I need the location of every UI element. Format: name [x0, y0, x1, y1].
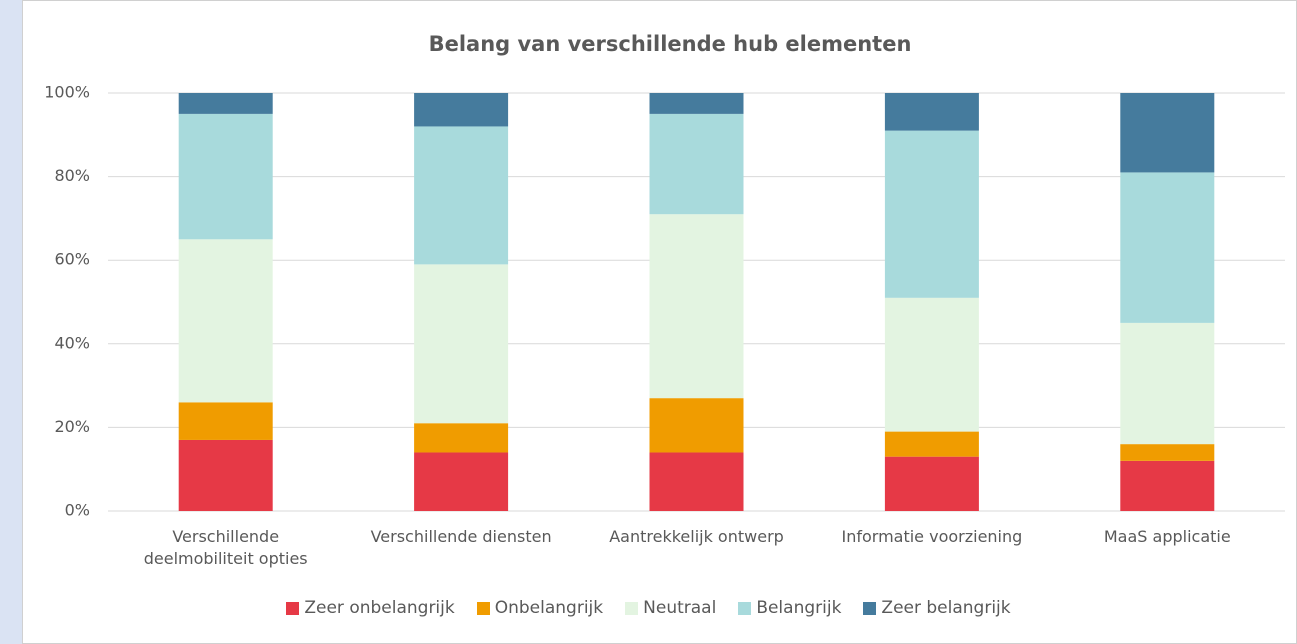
legend-swatch — [738, 601, 752, 615]
bar-segment — [1120, 460, 1215, 511]
bar-segment — [649, 113, 744, 215]
legend-label: Belangrijk — [756, 598, 842, 618]
bar-segment — [178, 113, 273, 240]
bar-segment — [1120, 172, 1215, 323]
bar-segment — [649, 93, 744, 114]
bar-segment — [178, 402, 273, 440]
bar-segment — [178, 439, 273, 511]
bar-segment — [414, 264, 509, 424]
y-tick-label: 0% — [65, 501, 90, 520]
bar-segment — [414, 93, 509, 127]
x-tick-label: Informatie voorziening — [841, 527, 1023, 546]
bar-segment — [884, 431, 979, 457]
x-tick-label: Verschillende deelmobiliteit opties — [143, 527, 308, 568]
y-tick-label: 20% — [54, 417, 90, 436]
bar-segment — [414, 423, 509, 453]
legend-label: Onbelangrijk — [494, 598, 604, 618]
legend-label: Neutraal — [643, 598, 717, 618]
bar-segment — [414, 126, 509, 265]
x-tick-label: Aantrekkelijk ontwerp — [609, 527, 784, 546]
legend-swatch — [286, 601, 300, 615]
legend-swatch — [863, 601, 877, 615]
legend-item: Neutraal — [625, 598, 716, 618]
bar-segment — [884, 456, 979, 511]
y-tick-label: 100% — [44, 83, 90, 102]
legend-swatch — [476, 601, 490, 615]
x-tick-label: MaaS applicatie — [1103, 527, 1231, 546]
bar-segment — [178, 93, 273, 114]
legend-swatch — [625, 601, 639, 615]
legend-item: Zeer belangrijk — [863, 598, 1011, 618]
x-tick-label: Verschillende diensten — [370, 527, 552, 546]
bar-segment — [1120, 444, 1215, 461]
y-tick-label: 60% — [54, 250, 90, 269]
bar-segment — [414, 452, 509, 511]
bar-segment — [649, 452, 744, 511]
bar-segment — [178, 239, 273, 403]
bar-segment — [649, 398, 744, 453]
y-tick-label: 40% — [54, 333, 90, 352]
legend-label: Zeer onbelangrijk — [304, 598, 455, 618]
bar-segment — [884, 93, 979, 131]
legend-item: Onbelangrijk — [476, 598, 604, 618]
chart-title: Belang van verschillende hub elementen — [429, 32, 912, 56]
y-tick-label: 80% — [54, 166, 90, 185]
bar-segment — [1120, 93, 1215, 173]
bar-segment — [884, 130, 979, 298]
bar-segment — [649, 214, 744, 399]
legend-item: Zeer onbelangrijk — [286, 598, 455, 618]
bar-segment — [884, 297, 979, 432]
bar-segment — [1120, 322, 1215, 445]
legend: Zeer onbelangrijk Onbelangrijk Neutraal Bel… — [0, 598, 1297, 618]
legend-item: Belangrijk — [738, 598, 841, 618]
legend-label: Zeer belangrijk — [881, 598, 1011, 618]
